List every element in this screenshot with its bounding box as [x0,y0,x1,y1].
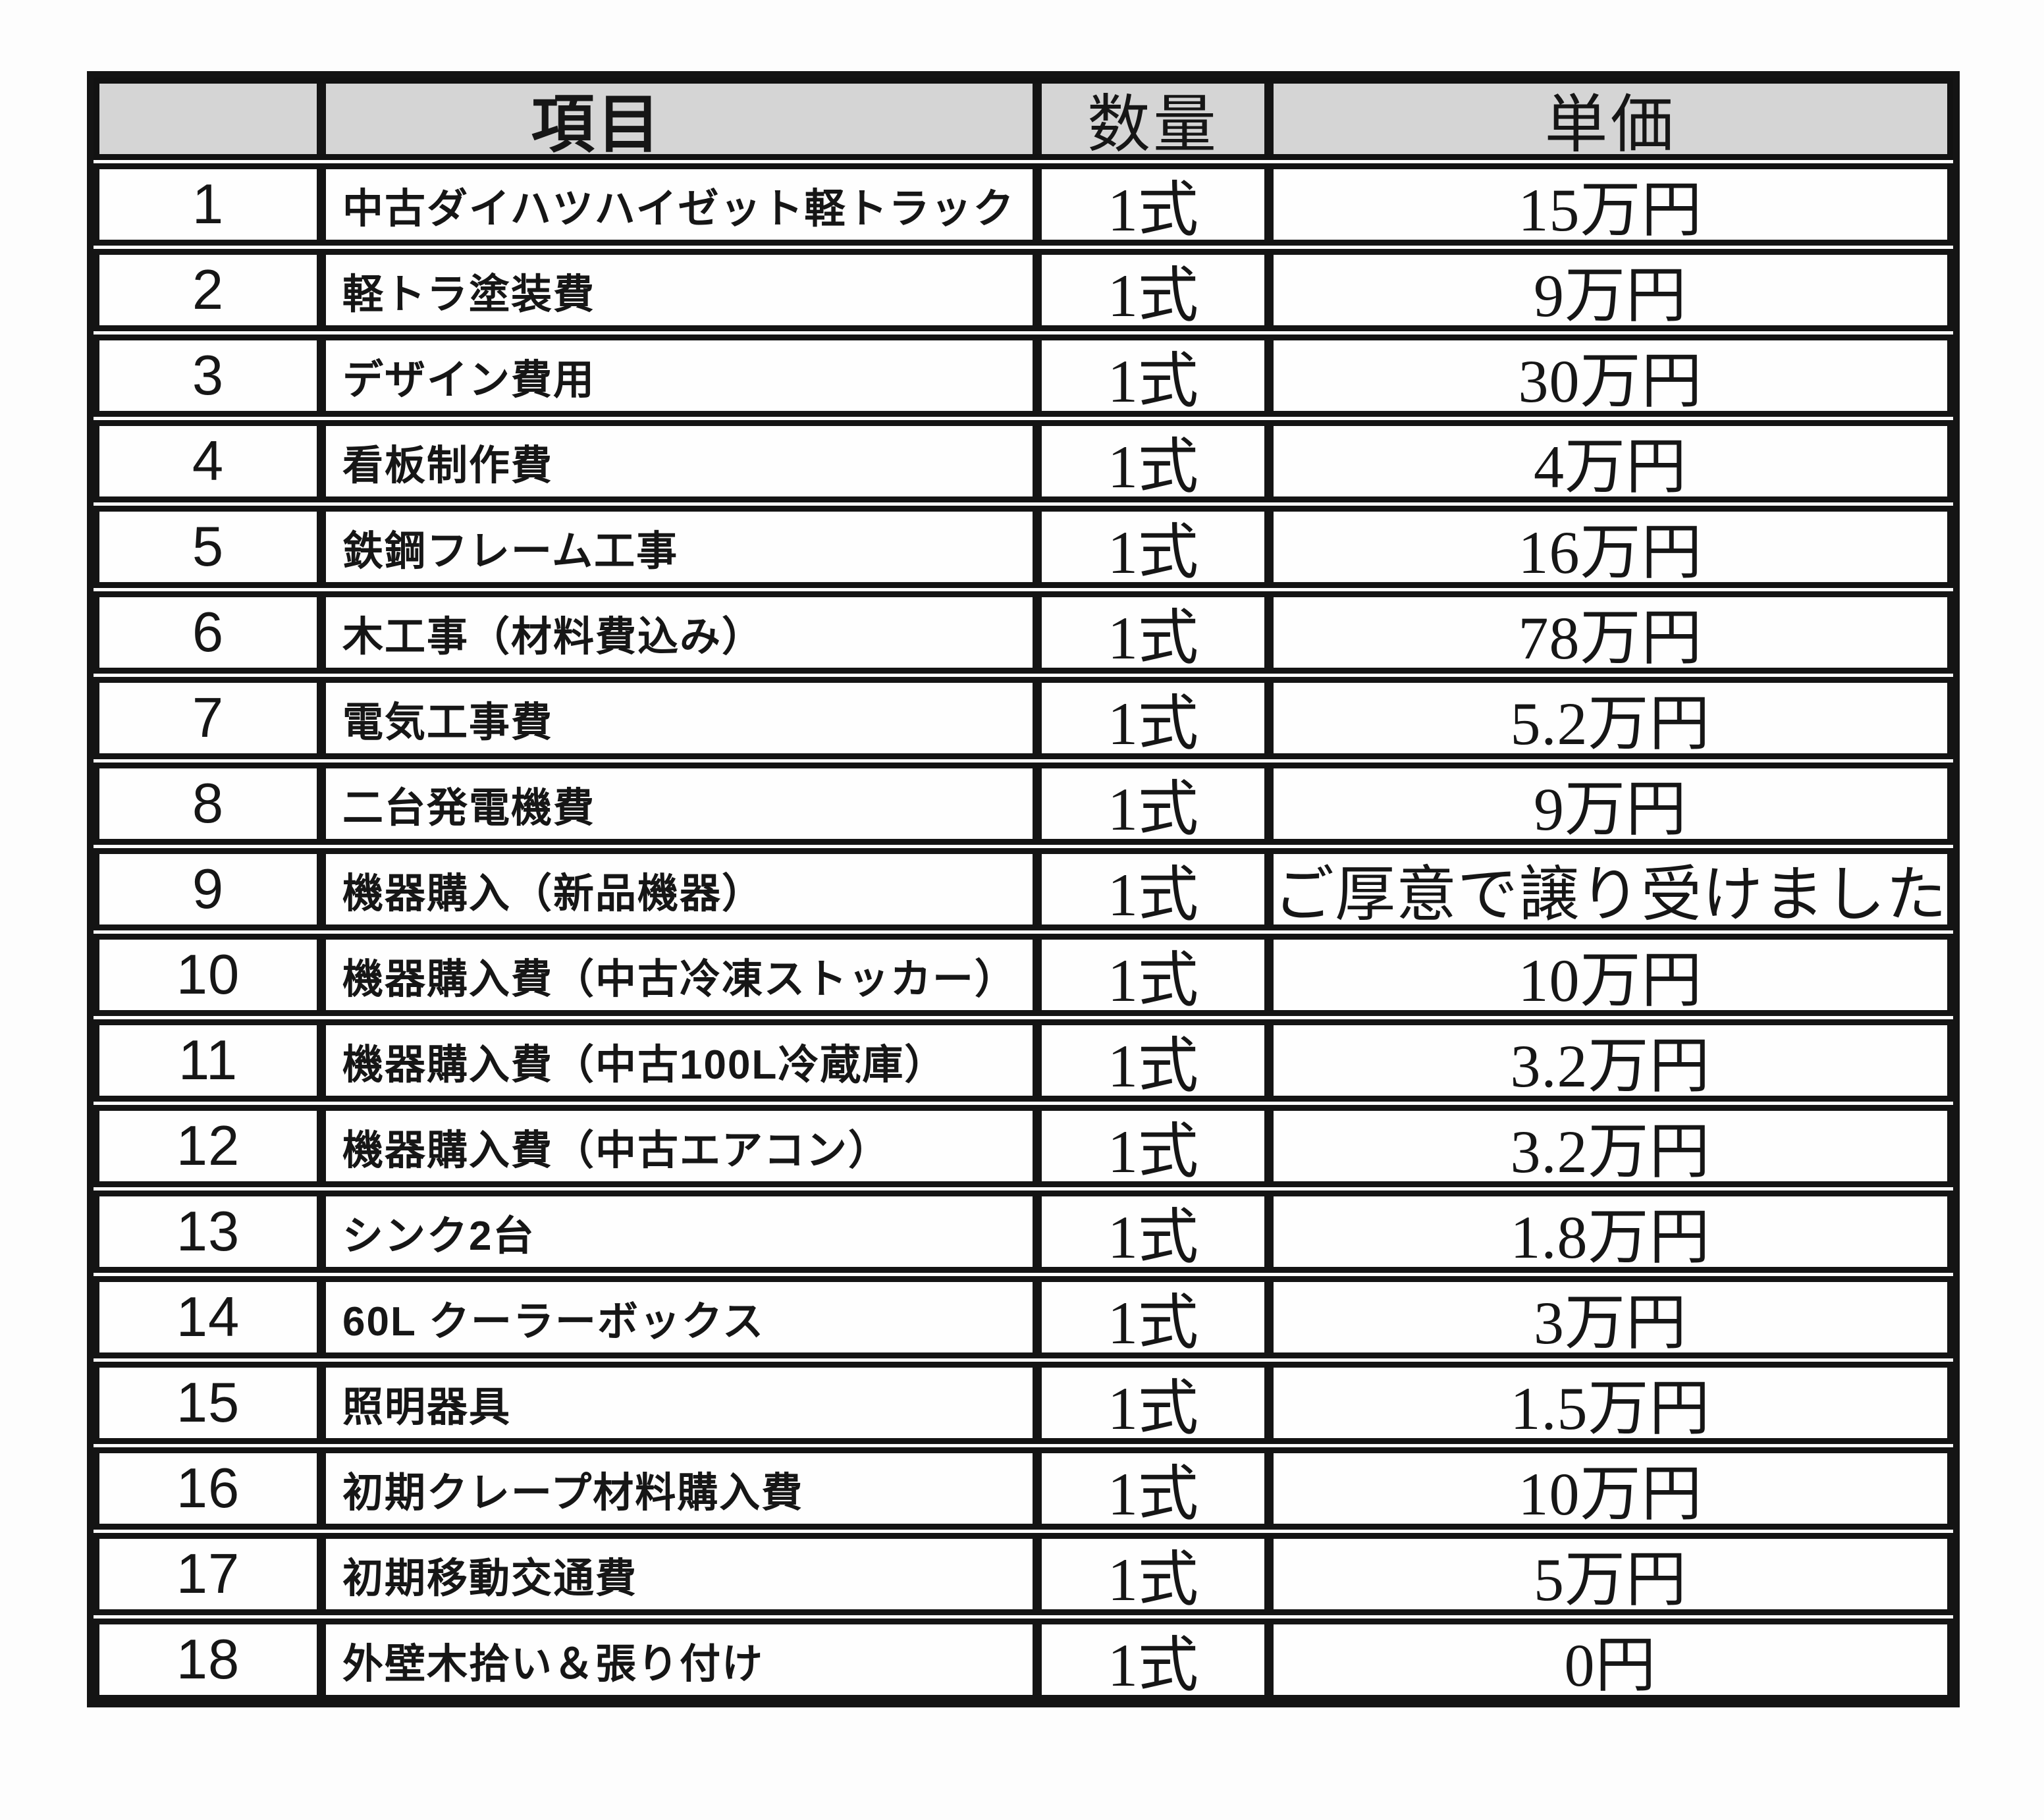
quantity-cell: 1式 [1042,1453,1274,1528]
table-row: 7 電気工事費 1式 5.2万円 [94,677,1953,759]
quantity-cell: 1式 [1042,426,1274,500]
quantity-cell: 1式 [1042,597,1274,672]
price-cell: 5.2万円 [1274,683,1947,757]
table-row: 8 二台発電機費 1式 9万円 [94,763,1953,845]
item-cell: 軽トラ塗装費 [326,255,1042,325]
item-cell: 初期移動交通費 [326,1539,1042,1609]
table-row: 3 デザイン費用 1式 30万円 [94,335,1953,417]
quantity-cell: 1式 [1042,1368,1274,1442]
row-number-cell: 13 [99,1196,326,1267]
cost-table: 項目 数量 単価 1 中古ダイハツハイゼット軽トラック 1式 15万円 2 軽ト… [87,71,1960,1707]
item-cell: 初期クレープ材料購入費 [326,1453,1042,1524]
price-cell: 10万円 [1274,940,1947,1014]
quantity-cell: 1式 [1042,1196,1274,1271]
table-row: 16 初期クレープ材料購入費 1式 10万円 [94,1447,1953,1530]
item-cell: 木工事（材料費込み） [326,597,1042,668]
table-row: 5 鉄鋼フレーム工事 1式 16万円 [94,506,1953,588]
item-cell: 機器購入費（中古100L冷蔵庫） [326,1025,1042,1096]
header-item-label: 項目 [531,90,663,160]
price-cell: 9万円 [1274,768,1947,843]
price-cell: 5万円 [1274,1539,1947,1613]
row-number-cell: 5 [99,512,326,582]
price-cell: 30万円 [1274,340,1947,415]
quantity-cell: 1式 [1042,683,1274,757]
table-row: 18 外壁木拾い＆張り付け 1式 0円 [94,1619,1953,1701]
quantity-cell: 1式 [1042,1025,1274,1100]
table-row: 15 照明器具 1式 1.5万円 [94,1362,1953,1444]
quantity-cell: 1式 [1042,1624,1274,1699]
price-cell: 10万円 [1274,1453,1947,1528]
price-cell: 1.8万円 [1274,1196,1947,1271]
price-cell: 0円 [1274,1624,1947,1699]
item-cell: 二台発電機費 [326,768,1042,839]
price-cell: 78万円 [1274,597,1947,672]
row-number-cell: 7 [99,683,326,753]
row-number-cell: 11 [99,1025,326,1096]
row-number-cell: 9 [99,854,326,924]
row-number-cell: 12 [99,1111,326,1181]
row-number-cell: 14 [99,1282,326,1352]
item-cell: 照明器具 [326,1368,1042,1438]
table-row: 10 機器購入費（中古冷凍ストッカー） 1式 10万円 [94,934,1953,1016]
price-cell: 15万円 [1274,169,1947,244]
price-cell: 9万円 [1274,255,1947,329]
item-cell: 機器購入（新品機器） [326,854,1042,924]
quantity-cell: 1式 [1042,1111,1274,1185]
table-row: 6 木工事（材料費込み） 1式 78万円 [94,591,1953,674]
header-cell-price: 単価 [1274,84,1947,160]
table-row: 13 シンク2台 1式 1.8万円 [94,1191,1953,1273]
table-row: 14 60L クーラーボックス 1式 3万円 [94,1276,1953,1358]
table-row: 4 看板制作費 1式 4万円 [94,420,1953,502]
quantity-cell: 1式 [1042,340,1274,415]
header-cell-number [99,84,326,154]
quantity-cell: 1式 [1042,940,1274,1014]
price-cell: 3万円 [1274,1282,1947,1356]
table-header-row: 項目 数量 単価 [94,78,1953,160]
item-cell: 鉄鋼フレーム工事 [326,512,1042,582]
table-row: 17 初期移動交通費 1式 5万円 [94,1533,1953,1615]
row-number-cell: 3 [99,340,326,411]
item-cell: 機器購入費（中古冷凍ストッカー） [326,940,1042,1010]
quantity-cell: 1式 [1042,169,1274,244]
table-row: 12 機器購入費（中古エアコン） 1式 3.2万円 [94,1105,1953,1187]
row-number-cell: 15 [99,1368,326,1438]
quantity-cell: 1式 [1042,1539,1274,1613]
item-cell: 外壁木拾い＆張り付け [326,1624,1042,1695]
item-cell: 中古ダイハツハイゼット軽トラック [326,169,1042,240]
quantity-cell: 1式 [1042,1282,1274,1356]
quantity-cell: 1式 [1042,255,1274,329]
row-number-cell: 17 [99,1539,326,1609]
row-number-cell: 16 [99,1453,326,1524]
price-cell: ご厚意で譲り受けました [1273,854,1947,928]
row-number-cell: 4 [99,426,326,496]
quantity-cell: 1式 [1042,768,1274,843]
row-number-cell: 6 [99,597,326,668]
price-cell: 3.2万円 [1274,1111,1947,1185]
item-cell: 機器購入費（中古エアコン） [326,1111,1042,1181]
row-number-cell: 10 [99,940,326,1010]
quantity-cell: 1式 [1041,854,1274,928]
table-row: 2 軽トラ塗装費 1式 9万円 [94,249,1953,331]
item-cell: シンク2台 [326,1196,1042,1267]
item-cell: 60L クーラーボックス [326,1282,1042,1352]
price-cell: 1.5万円 [1274,1368,1947,1442]
item-cell: 電気工事費 [326,683,1042,753]
table-row: 9 機器購入（新品機器） 1式 ご厚意で譲り受けました [94,848,1953,930]
table-row: 11 機器購入費（中古100L冷蔵庫） 1式 3.2万円 [94,1019,1953,1102]
price-cell: 3.2万円 [1274,1025,1947,1100]
item-cell: デザイン費用 [326,340,1042,411]
quantity-cell: 1式 [1042,512,1274,586]
row-number-cell: 2 [99,255,326,325]
row-number-cell: 1 [99,169,326,240]
header-cell-quantity: 数量 [1042,84,1274,160]
row-number-cell: 18 [99,1624,326,1695]
price-cell: 4万円 [1274,426,1947,500]
header-cell-item: 項目 [326,84,1042,160]
price-cell: 16万円 [1274,512,1947,586]
item-cell: 看板制作費 [326,426,1042,496]
table-row: 1 中古ダイハツハイゼット軽トラック 1式 15万円 [94,163,1953,246]
row-number-cell: 8 [99,768,326,839]
